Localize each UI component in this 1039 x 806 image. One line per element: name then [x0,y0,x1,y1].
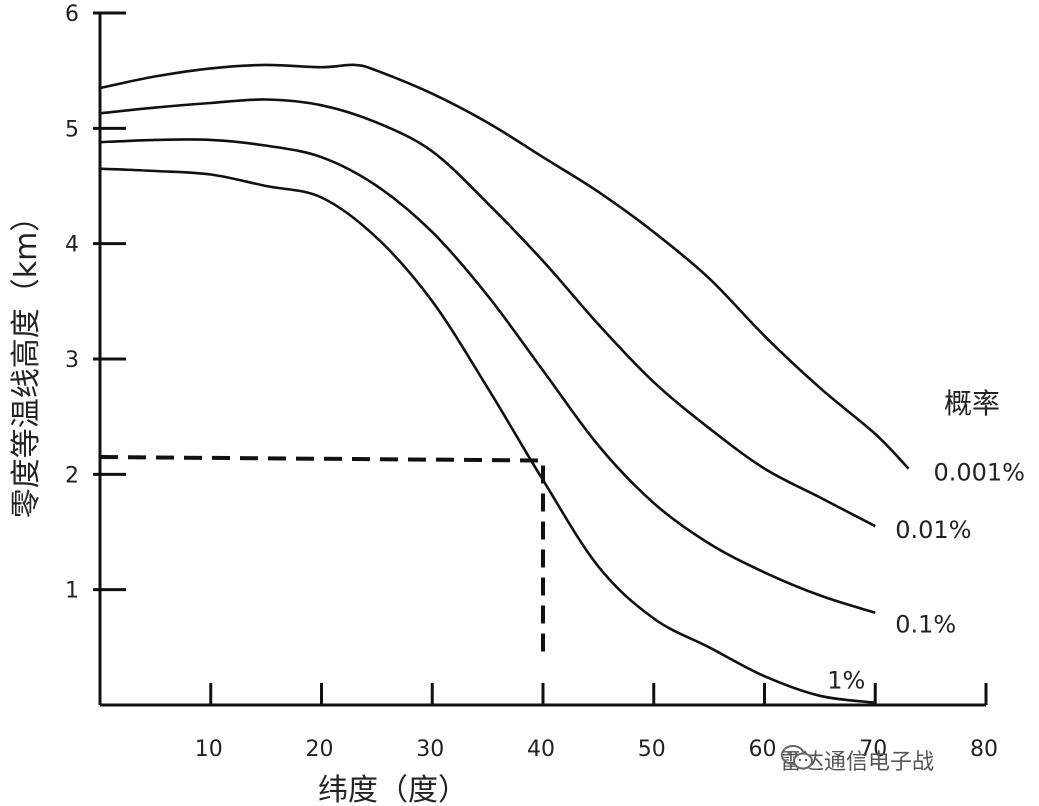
y-tick-label: 1 [65,579,79,604]
x-tick-label: 30 [416,737,444,762]
x-tick-label: 70 [859,737,887,762]
series-label: 0.001% [933,459,1025,487]
series-line [99,167,876,704]
x-tick-label: 40 [527,737,555,762]
reference-line [99,455,545,654]
series-label: 0.1% [895,611,956,639]
x-tick-label: 50 [638,737,666,762]
x-tick-label: 20 [306,737,334,762]
series-line [99,98,876,528]
axes: 10 20 30 40 50 60 70 80 1 2 3 4 5 6 纬度（度） 零度等温线高度（km） [9,2,998,806]
y-tick-label: 5 [65,117,79,142]
x-tick-label: 60 [749,737,777,762]
series-label: 0.01% [895,516,971,544]
y-tick-label: 2 [65,463,79,488]
x-tick-label: 10 [195,737,223,762]
series-label: 1% [827,667,865,695]
x-axis-title: 纬度（度） [318,773,468,806]
reference-line-group [99,455,545,654]
series-line [99,138,876,614]
y-tick-label: 6 [65,2,79,27]
labels-group: 0.001% 0.01% 0.1% 1% 概率 [827,387,1025,695]
y-axis-title: 零度等温线高度（km） [9,202,44,519]
y-tick-label: 4 [65,233,79,258]
series-group [99,63,910,704]
wechat-icon [781,745,813,770]
y-tick-label: 3 [65,348,79,373]
x-tick-label: 80 [970,737,998,762]
watermark: 雷达通信电子战 [780,744,934,776]
series-line [99,63,910,470]
legend-title: 概率 [944,387,1000,420]
